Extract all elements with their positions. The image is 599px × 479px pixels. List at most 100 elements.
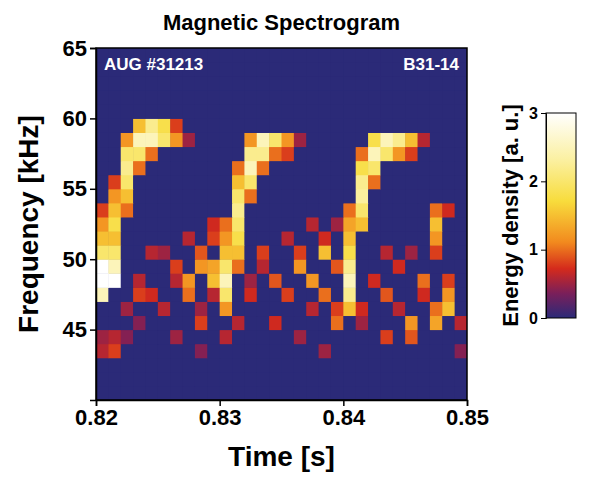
cell [244,330,257,345]
cell [380,132,393,147]
cell [418,316,431,331]
cell [430,358,443,373]
cell [294,245,307,260]
cell [343,358,356,373]
cell [108,386,121,400]
cell [269,62,282,77]
cell [418,287,431,302]
cell [220,132,233,147]
cell [108,147,121,162]
cell [195,118,208,133]
cell [121,273,134,288]
cell [282,189,295,204]
cell [368,90,381,105]
cell [343,301,356,316]
cell [133,372,146,387]
cell [183,386,196,400]
cell [220,316,233,331]
cell [244,147,257,162]
cell [343,203,356,218]
cell [183,175,196,190]
cell [405,330,418,345]
cell [207,104,220,119]
cell [257,344,270,359]
cell [343,231,356,246]
cell [170,245,183,260]
cell [455,301,467,316]
plot-background [96,48,467,400]
cell [195,316,208,331]
cell [430,287,443,302]
cell [183,203,196,218]
cell [442,161,455,176]
cell [145,259,158,274]
cell [455,132,467,147]
cell [306,372,319,387]
cell [306,132,319,147]
cell [306,203,319,218]
cell [133,273,146,288]
tick-label: 1 [529,241,538,258]
cell [319,358,332,373]
cell [405,245,418,260]
cell [430,118,443,133]
cell [220,189,233,204]
tick-label: 65 [63,36,87,61]
cell [220,273,233,288]
cell [294,203,307,218]
cell [380,372,393,387]
cell [220,358,233,373]
cell [282,287,295,302]
cell [96,259,109,274]
cell [269,104,282,119]
cell [442,245,455,260]
cell [418,344,431,359]
cell [170,132,183,147]
cell [430,344,443,359]
cell [269,118,282,133]
cell [121,386,134,400]
cell [170,189,183,204]
cell [368,161,381,176]
cell [430,161,443,176]
cell [405,76,418,91]
cell [244,132,257,147]
cell [319,386,332,400]
colorbar-axis-line [541,114,547,319]
cell [232,344,245,359]
cell [319,217,332,232]
cell [405,132,418,147]
cell [244,161,257,176]
cell [96,358,109,373]
tick: 0.83 [199,400,242,430]
cell [319,147,332,162]
cell [356,161,369,176]
cell [108,76,121,91]
cell [368,76,381,91]
cell [207,90,220,105]
cell [380,259,393,274]
cell [170,386,183,400]
cell [232,76,245,91]
cell [145,316,158,331]
cell [343,62,356,77]
cell [393,147,406,162]
cell [158,301,171,316]
cell [207,372,220,387]
cell [282,132,295,147]
cell [442,358,455,373]
cell [393,344,406,359]
cell [319,203,332,218]
cell [195,259,208,274]
cell [405,147,418,162]
cell [269,259,282,274]
cell [257,372,270,387]
cell [96,217,109,232]
cell [380,344,393,359]
cell [455,386,467,400]
cell [331,273,344,288]
cell [343,161,356,176]
cell [356,217,369,232]
cell [207,147,220,162]
cell [257,147,270,162]
